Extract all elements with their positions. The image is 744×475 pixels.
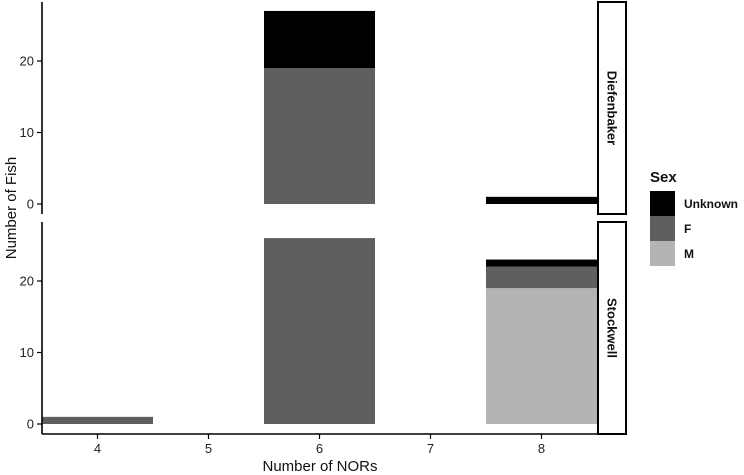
strip-label-stockwell: Stockwell [605, 298, 620, 358]
x-tick-label-7: 7 [427, 441, 434, 456]
legend-label-unknown: Unknown [684, 197, 738, 211]
y-tick-label-stockwell-10: 10 [20, 345, 34, 360]
x-tick-label-6: 6 [316, 441, 323, 456]
y-tick-label-diefenbaker-0: 0 [27, 197, 34, 212]
x-axis-title: Number of NORs [262, 458, 377, 475]
bar-stockwell-x8-m [486, 288, 597, 424]
strip-label-diefenbaker: Diefenbaker [605, 71, 620, 145]
strip-box-diefenbaker [597, 1, 627, 215]
bar-stockwell-x8-f [486, 266, 597, 289]
x-tick-label-8: 8 [538, 441, 545, 456]
panel-stockwell: 0 10 20 Stockwell [20, 221, 627, 435]
y-tick-label-stockwell-0: 0 [27, 417, 34, 432]
x-tick-label-4: 4 [94, 441, 101, 456]
strip-box-stockwell [597, 221, 627, 435]
legend-label-f: F [684, 222, 691, 236]
y-axis-title: Number of Fish [3, 157, 20, 260]
bar-diefenbaker-x8-unknown [486, 196, 597, 204]
bar-diefenbaker-x6-f [264, 68, 375, 205]
legend-title: Sex [650, 169, 677, 186]
x-tick-label-5: 5 [205, 441, 212, 456]
bar-stockwell-x8-unknown [486, 259, 597, 267]
y-tick-label-stockwell-20: 20 [20, 274, 34, 289]
y-tick-label-diefenbaker-20: 20 [20, 54, 34, 69]
panels-layer: 0 10 20 Diefenbaker 0 10 20 Stockwell 4 5 6 7 8 [20, 1, 627, 456]
bar-stockwell-x6-f [264, 238, 375, 424]
bar-diefenbaker-x6-unknown [264, 10, 375, 69]
panel-diefenbaker: 0 10 20 Diefenbaker [20, 1, 627, 215]
legend: Sex Unknown FM [650, 169, 738, 266]
y-tick-label-diefenbaker-10: 10 [20, 125, 34, 140]
legend-label-m: M [684, 247, 694, 261]
legend-swatch-m [650, 241, 675, 266]
legend-swatch-unknown [650, 191, 675, 216]
legend-entries: Unknown FM [650, 191, 738, 266]
legend-swatch-f [650, 216, 675, 241]
bar-stockwell-x4-f [42, 416, 153, 424]
